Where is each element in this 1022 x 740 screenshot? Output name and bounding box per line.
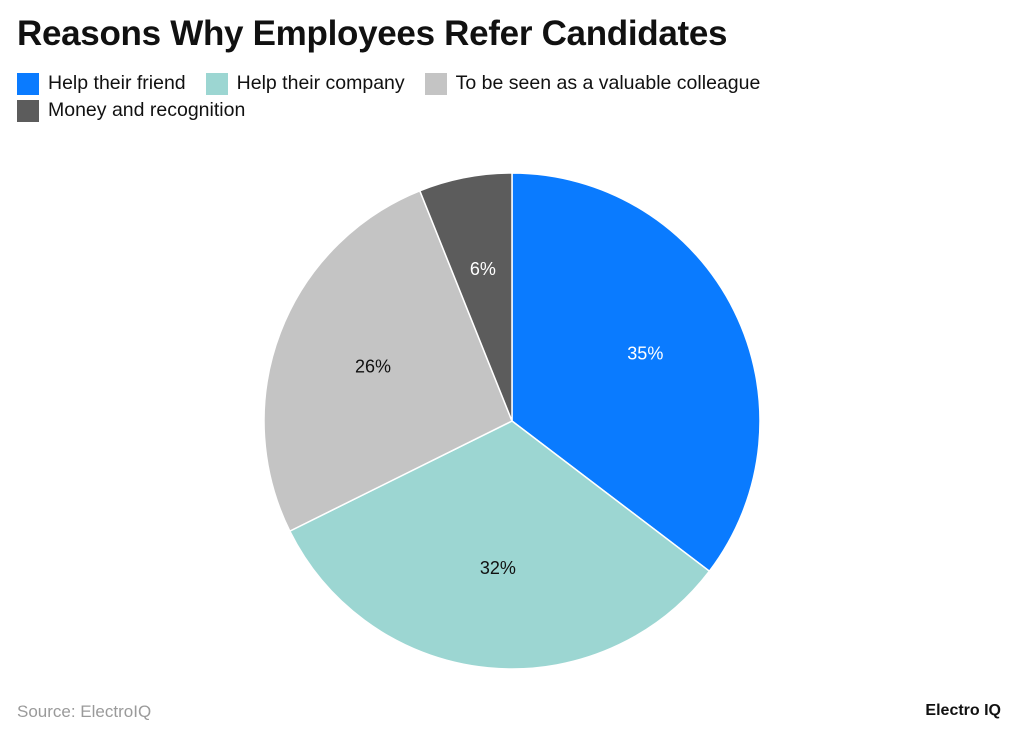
data-label-help-their-company: 32% [480, 558, 516, 578]
legend-label: To be seen as a valuable colleague [455, 72, 761, 94]
legend-item-help-their-company: Help their company [205, 72, 405, 95]
pie-slice-valuable-colleague [263, 189, 513, 533]
legend-item-help-their-friend: Help their friend [17, 72, 186, 95]
legend-swatch [424, 72, 447, 95]
pie-slice-help-their-company [288, 420, 711, 670]
pie-slice-money-and-recognition [418, 172, 513, 422]
legend-item-valuable-colleague: To be seen as a valuable colleague [424, 72, 761, 95]
legend-swatch [17, 72, 39, 95]
chart-title: Reasons Why Employees Refer Candidates [17, 14, 728, 53]
legend-label: Money and recognition [48, 99, 246, 121]
legend-swatch [205, 72, 228, 95]
source-note: Source: ElectroIQ [17, 702, 152, 721]
legend-swatch [17, 99, 39, 122]
legend-item-money-and-recognition: Money and recognition [17, 99, 245, 122]
legend-label: Help their company [236, 72, 405, 94]
data-label-valuable-colleague: 26% [355, 357, 391, 377]
chart-legend: Help their friend Help their company To … [17, 72, 917, 122]
legend-label: Help their friend [48, 72, 186, 94]
pie-slice-help-their-friend [511, 172, 761, 573]
brand-logo: Electro IQ [925, 702, 1001, 719]
data-label-help-their-friend: 35% [627, 344, 663, 364]
data-label-money-and-recognition: 6% [470, 259, 496, 279]
